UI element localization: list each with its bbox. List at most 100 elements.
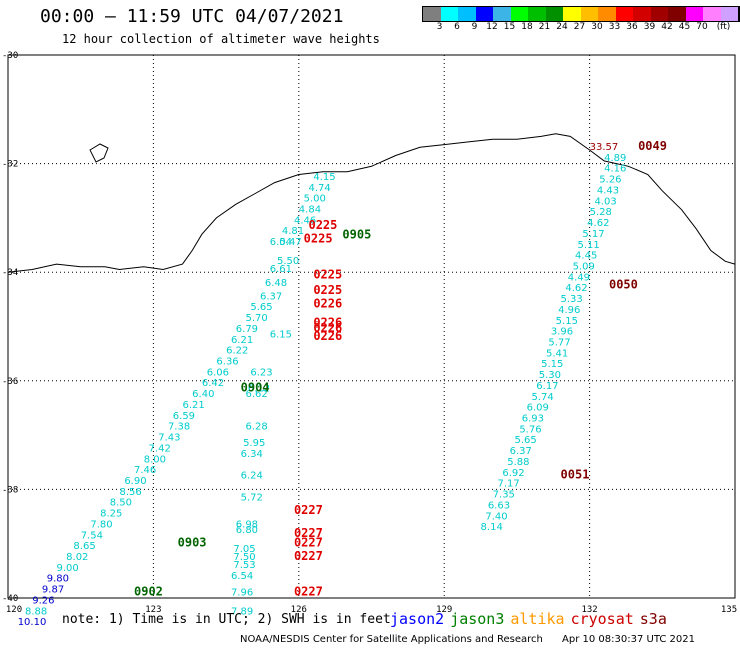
wave-height-value: 5.74 — [531, 392, 553, 403]
wave-height-value: 6.48 — [265, 278, 287, 289]
pass-time-label: 0225 — [304, 231, 333, 245]
color-swatch — [598, 7, 616, 21]
credit-organization: NOAA/NESDIS Center for Satellite Applica… — [240, 634, 543, 645]
wave-height-value: 5.30 — [539, 370, 561, 381]
color-swatch — [510, 7, 528, 21]
longitude-tick-label: 132 — [581, 605, 597, 615]
pass-time-label: 0227 — [294, 535, 323, 549]
wave-height-value: 5.47 — [279, 237, 301, 248]
wave-height-value: 5.09 — [573, 261, 595, 272]
color-scale-tick-label: 24 — [556, 22, 568, 32]
color-scale-tick-label: 42 — [661, 22, 673, 32]
color-scale-unit: (ft) — [716, 22, 731, 32]
wave-height-value: 6.34 — [241, 449, 263, 460]
wave-height-value: 4.62 — [587, 218, 609, 229]
wave-height-value: 8.02 — [66, 552, 88, 563]
wave-height-value: 6.15 — [270, 329, 292, 340]
wave-height-value: 7.43 — [158, 433, 180, 444]
wave-height-value: 5.15 — [556, 316, 578, 327]
pass-time-label: 0225 — [313, 268, 342, 282]
pass-time-label: 0226 — [313, 296, 342, 310]
wave-height-value: 7.89 — [231, 606, 253, 617]
color-swatch — [580, 7, 598, 21]
color-swatch — [545, 7, 563, 21]
wave-height-value: 3.96 — [551, 327, 573, 338]
credit-timestamp: Apr 10 08:30:37 UTC 2021 — [562, 634, 695, 645]
color-scale-tick-label: 12 — [486, 22, 498, 32]
color-scale-tick-label: 39 — [643, 22, 656, 32]
wave-height-value: 5.50 — [277, 256, 299, 267]
wave-height-value: 4.43 — [597, 185, 619, 196]
color-swatch — [493, 7, 511, 21]
wave-height-value: 6.12 — [248, 384, 270, 395]
latitude-tick-label: -34 — [2, 268, 18, 278]
latitude-tick-label: -36 — [2, 377, 18, 387]
wave-height-value: 6.61 — [270, 264, 292, 275]
wave-height-value: 5.26 — [599, 175, 621, 186]
wave-height-value: 8.65 — [73, 541, 95, 552]
longitude-tick-label: 120 — [6, 605, 22, 615]
units-note: note: 1) Time is in UTC; 2) SWH is in fe… — [62, 612, 391, 627]
color-swatch — [475, 7, 493, 21]
color-scale-tick-label: 70 — [696, 22, 708, 32]
color-scale-tick-label: 30 — [591, 22, 603, 32]
wave-height-value: 5.41 — [546, 348, 568, 359]
wave-height-value: 7.50 — [233, 552, 255, 563]
color-swatch — [668, 7, 686, 21]
wave-height-value: 6.80 — [236, 525, 258, 536]
wave-height-value: 5.95 — [243, 438, 265, 449]
longitude-tick-label: 123 — [145, 605, 161, 615]
wave-height-value: 5.77 — [548, 338, 570, 349]
pass-time-label: 0226 — [313, 316, 342, 330]
pass-time-label: 0226 — [313, 329, 342, 343]
pass-time-label: 0905 — [342, 228, 371, 242]
wave-height-value: 8.50 — [110, 498, 132, 509]
wave-height-value: 7.53 — [233, 560, 255, 571]
wave-height-value: 6.04 — [270, 237, 292, 248]
color-swatch — [685, 7, 703, 21]
wave-height-value: 4.46 — [294, 215, 316, 226]
wave-height-value: 5.17 — [582, 229, 604, 240]
wave-height-value: 8.14 — [481, 522, 503, 533]
satellite-legend: jason2 jason3 altika cryosat s3a — [390, 610, 673, 628]
pass-time-label: 0903 — [178, 535, 207, 549]
wave-height-value: 6.21 — [182, 400, 204, 411]
wave-height-value: 9.00 — [56, 563, 78, 574]
latitude-tick-label: -32 — [2, 160, 18, 170]
color-swatch — [615, 7, 633, 21]
wave-height-value: 7.38 — [168, 422, 190, 433]
wave-height-value: 9.26 — [32, 595, 54, 606]
wave-height-value: 5.28 — [590, 207, 612, 218]
wave-height-value: 33.57 — [590, 142, 619, 153]
wave-height-value: 8.00 — [144, 454, 166, 465]
wave-height-value: 6.09 — [527, 403, 549, 414]
pass-time-label: 0051 — [561, 468, 590, 482]
wave-height-value: 6.06 — [207, 367, 229, 378]
wave-height-value: 5.65 — [250, 302, 272, 313]
color-swatch — [440, 7, 458, 21]
wave-height-value: 6.63 — [488, 500, 510, 511]
wave-height-value: 4.62 — [565, 283, 587, 294]
wave-height-value: 6.54 — [231, 571, 253, 582]
wave-height-value: 8.56 — [119, 487, 141, 498]
latitude-tick-label: -40 — [2, 594, 18, 604]
pass-time-label: 0049 — [638, 139, 667, 153]
wave-height-value: 6.62 — [245, 389, 267, 400]
color-swatch — [458, 7, 476, 21]
wave-height-value: 6.79 — [236, 324, 258, 335]
wave-height-value: 7.54 — [81, 530, 103, 541]
wave-height-value: 6.37 — [510, 446, 532, 457]
latitude-tick-label: -38 — [2, 485, 18, 495]
wave-height-value: 6.17 — [536, 381, 558, 392]
wave-height-value: 6.90 — [124, 476, 146, 487]
wave-height-value: 6.92 — [502, 468, 524, 479]
color-scale-bar — [422, 6, 740, 22]
wave-height-value: 5.72 — [241, 492, 263, 503]
longitude-tick-label: 126 — [291, 605, 307, 615]
wave-height-value: 6.21 — [231, 335, 253, 346]
pass-time-label: 0050 — [609, 277, 638, 291]
wave-height-value: 6.42 — [202, 378, 224, 389]
wave-height-value: 6.28 — [245, 422, 267, 433]
wave-height-value: 7.96 — [231, 587, 253, 598]
wave-height-value: 10.10 — [18, 617, 47, 628]
